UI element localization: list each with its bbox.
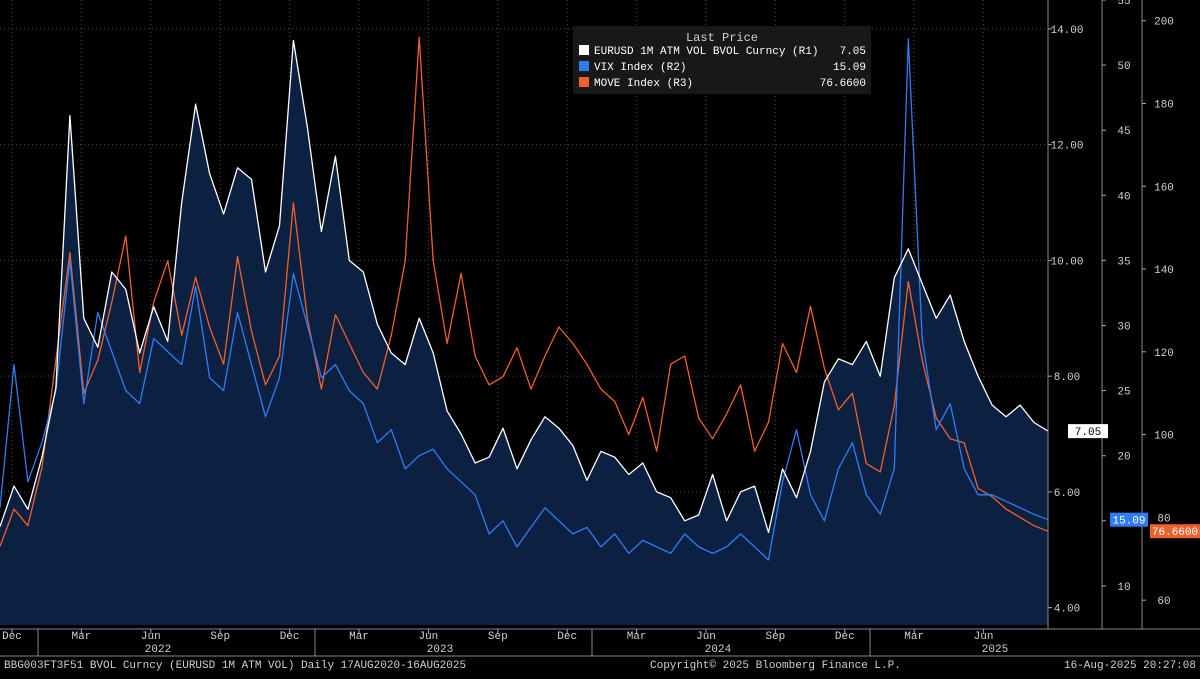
vix-last-value-box bbox=[1110, 512, 1148, 527]
vix-last-value: 15.09 bbox=[1112, 516, 1145, 528]
r2-tick-label-0: 10 bbox=[1117, 582, 1130, 594]
x-tick-label-5: Mar bbox=[349, 631, 369, 643]
r2-tick-label-2: 20 bbox=[1117, 452, 1130, 464]
r2-tick-label-6: 40 bbox=[1117, 191, 1130, 203]
footer-timestamp: 16-Aug-2025 20:27:08 bbox=[1063, 660, 1196, 672]
r2-tick-label-7: 45 bbox=[1117, 126, 1130, 138]
legend-label-2: MOVE Index (R3) bbox=[594, 78, 693, 90]
legend-swatch-0 bbox=[579, 45, 589, 55]
eurusd-last-value-box bbox=[1068, 424, 1108, 439]
r3-tick-label-5: 160 bbox=[1154, 182, 1174, 194]
r2-tick-label-4: 30 bbox=[1117, 322, 1130, 334]
r3-tick-label-1: 80 bbox=[1157, 513, 1170, 525]
x-tick-label-3: Sep bbox=[210, 631, 230, 643]
legend-value-1: 15.09 bbox=[833, 62, 866, 74]
legend-title: Last Price bbox=[686, 31, 758, 45]
eurusd-last-value: 7.05 bbox=[1075, 427, 1101, 439]
r3-tick-label-2: 100 bbox=[1154, 431, 1174, 443]
x-tick-label-4: Dec bbox=[280, 631, 300, 643]
x-tick-label-12: Dec bbox=[835, 631, 855, 643]
x-year-label-1: 2023 bbox=[427, 644, 453, 656]
r1-tick-label-4: 12.00 bbox=[1050, 141, 1083, 153]
r3-tick-label-3: 120 bbox=[1154, 348, 1174, 360]
r3-tick-label-6: 180 bbox=[1154, 99, 1174, 111]
move-last-value: 76.6600 bbox=[1152, 527, 1198, 539]
r3-tick-label-0: 60 bbox=[1157, 596, 1170, 608]
legend-value-0: 7.05 bbox=[840, 46, 866, 58]
x-tick-label-10: Jun bbox=[696, 631, 716, 643]
r1-tick-label-1: 6.00 bbox=[1054, 488, 1080, 500]
x-tick-label-7: Sep bbox=[488, 631, 508, 643]
footer-security-label: BBG003FT3F51 BVOL Curncy (EURUSD 1M ATM … bbox=[4, 660, 467, 672]
x-tick-label-8: Dec bbox=[557, 631, 577, 643]
r1-tick-label-5: 14.00 bbox=[1050, 25, 1083, 37]
series-layer bbox=[0, 36, 1049, 561]
eurusd-line bbox=[0, 39, 1049, 534]
x-tick-label-2: Jun bbox=[141, 631, 161, 643]
r3-tick-label-7: 200 bbox=[1154, 17, 1174, 29]
x-tick-label-1: Mar bbox=[71, 631, 91, 643]
x-tick-label-14: Jun bbox=[974, 631, 994, 643]
legend-swatch-2 bbox=[579, 77, 589, 87]
axis-layer: 4.006.008.0010.0012.0014.001015202530354… bbox=[0, 0, 1200, 657]
x-tick-label-13: Mar bbox=[904, 631, 924, 643]
vix-line bbox=[0, 38, 1049, 561]
move-last-value-box bbox=[1150, 524, 1200, 539]
r1-tick-label-0: 4.00 bbox=[1054, 604, 1080, 616]
x-tick-label-11: Sep bbox=[765, 631, 785, 643]
area-layer bbox=[0, 40, 1048, 625]
legend-swatch-1 bbox=[579, 61, 589, 71]
x-year-label-2: 2024 bbox=[705, 644, 732, 656]
eurusd-area bbox=[0, 40, 1048, 625]
r3-tick-label-4: 140 bbox=[1154, 265, 1174, 277]
x-year-label-3: 2025 bbox=[982, 644, 1008, 656]
legend-box bbox=[573, 26, 871, 94]
r2-tick-label-3: 25 bbox=[1117, 387, 1130, 399]
r1-tick-label-2: 8.00 bbox=[1054, 372, 1080, 384]
r2-tick-label-9: 55 bbox=[1117, 0, 1130, 8]
footer-copyright: Copyright© 2025 Bloomberg Finance L.P. bbox=[650, 660, 901, 672]
x-tick-label-9: Mar bbox=[627, 631, 647, 643]
x-tick-label-0: Dec bbox=[2, 631, 22, 643]
x-year-label-0: 2022 bbox=[145, 644, 171, 656]
legend-label-1: VIX Index (R2) bbox=[594, 62, 686, 74]
r2-tick-label-8: 50 bbox=[1117, 61, 1130, 73]
legend-value-2: 76.6600 bbox=[820, 78, 866, 90]
r2-tick-label-5: 35 bbox=[1117, 256, 1130, 268]
x-tick-label-6: Jun bbox=[418, 631, 438, 643]
move-line bbox=[0, 36, 1049, 547]
legend-label-0: EURUSD 1M ATM VOL BVOL Curncy (R1) bbox=[594, 46, 818, 58]
r1-tick-label-3: 10.00 bbox=[1050, 256, 1083, 268]
